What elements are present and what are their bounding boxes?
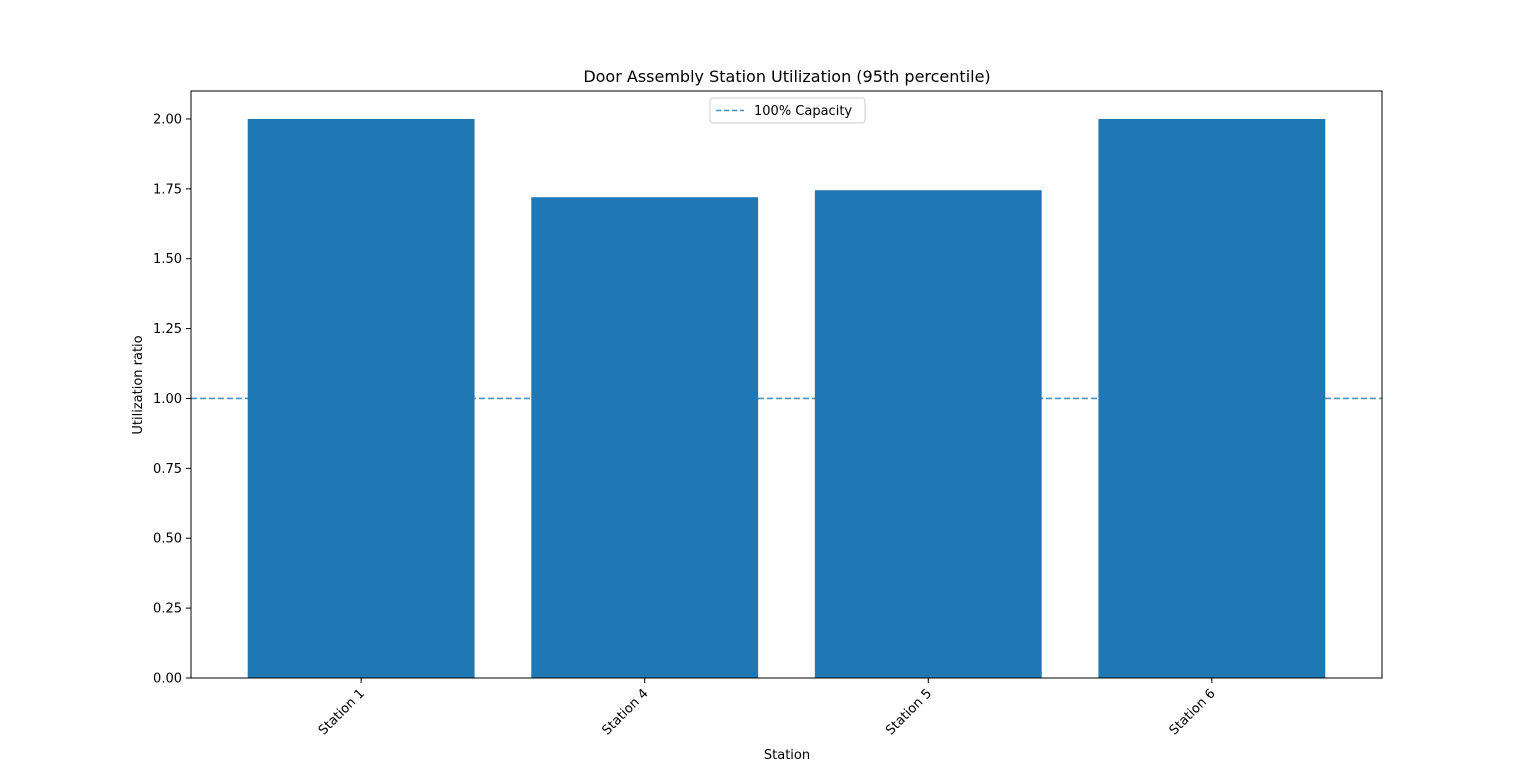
x-tick-label: Station 5	[883, 686, 935, 738]
y-tick-label: 0.50	[153, 532, 182, 547]
x-tick-label: Station 4	[599, 686, 651, 738]
y-tick-label: 0.75	[153, 462, 182, 477]
y-tick-label: 0.25	[153, 602, 182, 617]
chart-title: Door Assembly Station Utilization (95th …	[583, 67, 990, 86]
bar-station-5	[814, 190, 1042, 678]
plot-frame	[190, 90, 1383, 679]
legend: 100% Capacity	[709, 97, 866, 124]
x-tick-label: Station 6	[1167, 686, 1219, 738]
legend-box	[709, 97, 866, 124]
y-tick-label: 1.75	[153, 182, 182, 197]
y-axis-label: Utilization ratio	[131, 335, 146, 434]
bars-layer	[247, 118, 1326, 678]
x-axis-label: Station	[764, 748, 810, 762]
bar-station-4	[531, 197, 759, 678]
y-tick-label: 1.25	[153, 322, 182, 337]
legend-label: 100% Capacity	[754, 104, 852, 119]
x-tick-label: Station 1	[316, 686, 368, 738]
y-tick-label: 2.00	[153, 112, 182, 127]
y-tick-label: 0.00	[153, 672, 182, 687]
y-tick-label: 1.50	[153, 252, 182, 267]
y-tick-label: 1.00	[153, 392, 182, 407]
